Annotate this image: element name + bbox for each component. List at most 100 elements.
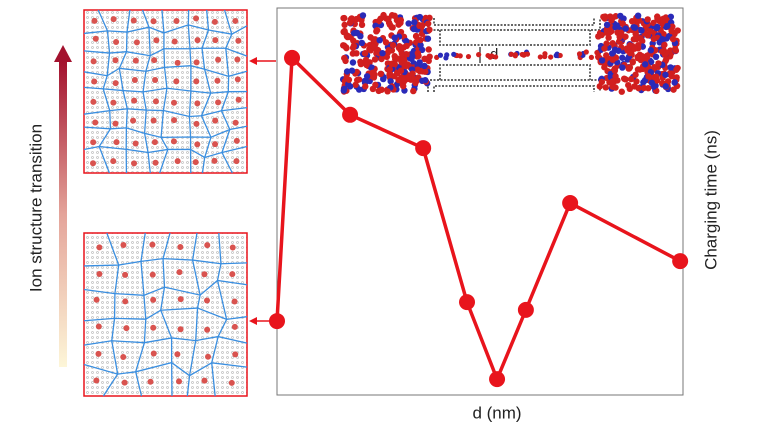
ion (362, 56, 370, 64)
ion (355, 76, 363, 83)
ion (152, 76, 159, 83)
ion (96, 244, 103, 251)
ion (615, 47, 622, 54)
ion (425, 46, 432, 53)
ion (204, 326, 211, 333)
ion (400, 82, 407, 90)
ion (622, 76, 629, 83)
ion (670, 86, 677, 93)
ion (91, 17, 98, 24)
ion (405, 20, 412, 27)
ion (171, 38, 178, 45)
ion (234, 76, 241, 83)
ion (173, 18, 180, 25)
cell-edge (160, 232, 173, 397)
ion (133, 39, 140, 46)
ion (363, 73, 371, 80)
electrode (427, 18, 601, 31)
ion (192, 159, 199, 166)
ion (659, 35, 666, 43)
ion (339, 42, 347, 49)
ion (92, 119, 99, 126)
ion (113, 39, 120, 46)
pointer-arrows (249, 57, 276, 325)
ion (204, 297, 211, 304)
ion (403, 42, 410, 50)
ion (150, 324, 157, 331)
ion (391, 12, 398, 20)
ion (619, 64, 626, 71)
ion (628, 18, 636, 25)
ion (412, 32, 420, 40)
ion (605, 34, 612, 41)
ion (403, 37, 410, 45)
ion (357, 32, 364, 40)
ion (659, 19, 667, 26)
x-axis-label: d (nm) (472, 403, 521, 422)
ion (625, 81, 632, 89)
ion (508, 51, 514, 57)
cell-edge (211, 232, 228, 397)
ion (659, 48, 666, 55)
ion (194, 100, 201, 107)
ion (211, 18, 218, 25)
ion (645, 85, 652, 92)
ion (149, 271, 156, 278)
ion (232, 17, 239, 24)
ion (622, 25, 629, 32)
side-label: Ion structure transition (26, 124, 45, 292)
ion (90, 98, 97, 105)
ion (112, 120, 119, 127)
ion (363, 61, 370, 69)
ion (121, 379, 128, 386)
ion (120, 242, 127, 249)
arrow-head (54, 45, 72, 62)
ion (537, 54, 543, 60)
ion (177, 326, 184, 333)
ion (609, 14, 616, 22)
data-point (562, 195, 579, 212)
data-point (459, 294, 476, 311)
ion (370, 36, 377, 43)
ion (348, 15, 355, 22)
ion (414, 49, 422, 57)
ion (653, 24, 660, 32)
ion (405, 75, 413, 82)
ion (152, 98, 159, 105)
ion (623, 45, 630, 52)
ion (654, 13, 661, 20)
ion (437, 52, 444, 58)
ion (631, 83, 638, 90)
plot-frame (276, 7, 684, 396)
ion (131, 97, 138, 104)
ion (465, 53, 472, 60)
ion (410, 87, 417, 95)
ion (391, 34, 398, 41)
ion (361, 50, 369, 57)
data-point (672, 253, 689, 270)
ion (650, 19, 657, 27)
ion (388, 60, 395, 68)
ion (340, 87, 348, 94)
cell-edge (118, 9, 131, 174)
ion (201, 377, 208, 384)
ion (648, 79, 656, 86)
ion (110, 158, 117, 165)
ion (389, 42, 397, 49)
gradient-arrow (59, 62, 67, 367)
ion (391, 72, 398, 80)
ion (400, 76, 407, 83)
data-point (489, 371, 506, 388)
ion (672, 47, 680, 54)
ion (662, 71, 669, 78)
ion (205, 353, 212, 360)
ion (171, 117, 178, 124)
data-line (275, 56, 681, 381)
ion (631, 45, 638, 52)
ion (601, 45, 608, 52)
ion (234, 56, 241, 63)
ion (426, 26, 433, 33)
voronoi-bottom (83, 232, 248, 397)
ion (112, 80, 119, 87)
ion (424, 20, 432, 27)
